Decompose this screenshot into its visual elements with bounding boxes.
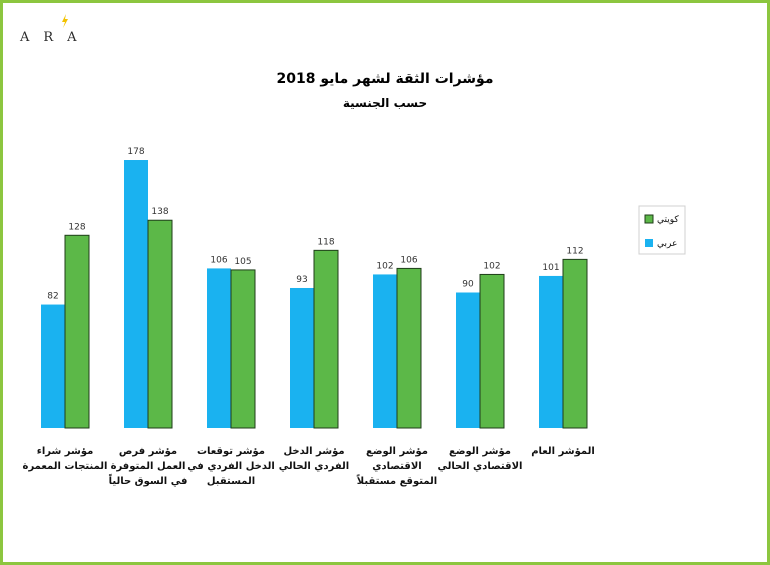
bar-arab-0: [41, 304, 65, 428]
category-label-3-line-1: الفردي الحالي: [279, 461, 349, 472]
value-label-arab-2: 106: [210, 255, 227, 265]
value-label-arab-1: 178: [127, 147, 144, 157]
category-label-2-line-1: الدخل الفردي في: [187, 461, 275, 472]
category-label-4-line-1: الاقتصادي: [372, 461, 421, 472]
value-label-kuwaiti-1: 138: [151, 207, 168, 217]
value-label-arab-4: 102: [376, 261, 393, 271]
value-label-kuwaiti-5: 102: [483, 261, 500, 271]
bar-arab-2: [207, 268, 231, 428]
legend: كويتي عربي: [638, 205, 686, 255]
bars-group: [41, 160, 588, 429]
category-label-2-line-0: مؤشر توقعات: [197, 446, 265, 457]
category-label-1-line-1: العمل المتوفرة: [111, 461, 186, 472]
value-label-arab-0: 82: [47, 292, 58, 302]
lightning-icon: [62, 14, 68, 28]
value-label-kuwaiti-2: 105: [234, 257, 251, 267]
category-label-6-line-0: المؤشر العام: [531, 446, 595, 457]
category-label-0-line-0: مؤشر شراء: [37, 446, 94, 457]
logo-text: ARA: [20, 30, 91, 45]
bar-kuwaiti-4: [396, 267, 422, 429]
legend-label-arab: عربي: [657, 239, 677, 249]
value-label-arab-3: 93: [296, 275, 307, 285]
category-label-1-line-0: مؤشر فرص: [119, 446, 177, 457]
bar-kuwaiti-6: [562, 258, 588, 429]
legend-swatch-kuwaiti: [644, 214, 654, 224]
bar-arab-4: [373, 274, 397, 428]
bar-arab-3: [290, 287, 314, 428]
category-label-4-line-2: المتوقع مستقبلاً: [357, 474, 438, 487]
category-label-4-line-0: مؤشر الوضع: [366, 446, 428, 457]
value-label-arab-6: 101: [542, 263, 559, 273]
value-label-kuwaiti-6: 112: [566, 246, 583, 256]
chart-subtitle: حسب الجنسية: [343, 96, 427, 110]
category-label-0-line-1: المنتجات المعمرة: [23, 461, 108, 472]
value-labels-group: 82 128 178 138 106 105 93 118 102 106 90 102 101 112: [47, 147, 583, 302]
chart-title: مؤشرات الثقة لشهر مايو 2018: [276, 71, 493, 87]
bar-arab-6: [539, 275, 563, 428]
value-label-kuwaiti-0: 128: [68, 222, 85, 232]
category-label-3-line-0: مؤشر الدخل: [283, 446, 344, 457]
value-label-arab-5: 90: [462, 280, 474, 290]
category-label-1-line-2: في السوق حالياً: [109, 473, 188, 487]
bar-kuwaiti-0: [64, 234, 90, 429]
bar-kuwaiti-2: [230, 269, 256, 429]
legend-swatch-arab: [645, 239, 653, 247]
value-label-kuwaiti-3: 118: [317, 237, 334, 247]
category-label-5-line-1: الاقتصادي الحالي: [438, 461, 523, 472]
value-label-kuwaiti-4: 106: [400, 255, 417, 265]
category-labels-group: مؤشر شراء المنتجات المعمرة مؤشر فرص العمل ا…: [23, 446, 595, 487]
bar-kuwaiti-1: [147, 219, 173, 429]
bar-arab-5: [456, 292, 480, 428]
bar-arab-1: [124, 160, 148, 428]
bar-kuwaiti-3: [313, 249, 339, 429]
bar-kuwaiti-5: [479, 273, 505, 429]
category-label-5-line-0: مؤشر الوضع: [449, 446, 511, 457]
category-label-2-line-2: المستقبل: [207, 476, 255, 487]
ara-logo: ARA: [20, 14, 104, 48]
legend-label-kuwaiti: كويتي: [657, 215, 679, 225]
